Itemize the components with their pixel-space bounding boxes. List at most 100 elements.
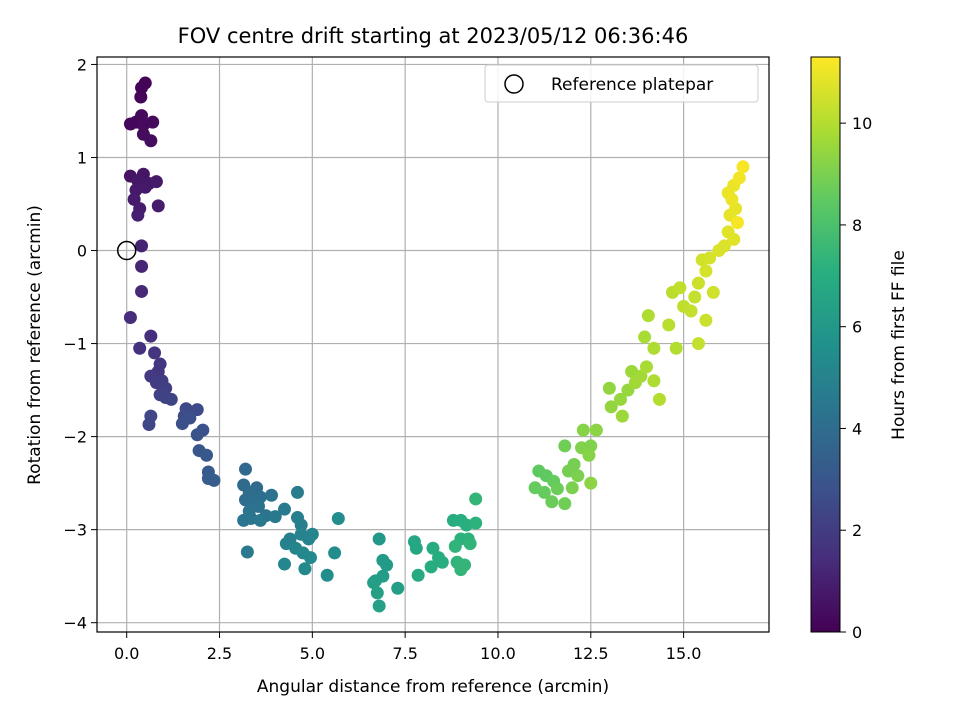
data-point [615, 409, 629, 423]
data-point [647, 374, 661, 388]
x-tick-label: 7.5 [392, 644, 417, 663]
x-axis-label: Angular distance from reference (arcmin) [257, 677, 609, 697]
legend: Reference platepar [484, 64, 759, 103]
data-point [691, 276, 705, 290]
legend-marker [504, 74, 524, 94]
data-point [613, 392, 627, 406]
data-point [123, 311, 137, 325]
data-point [331, 511, 345, 525]
y-axis-label: Rotation from reference (arcmin) [25, 205, 45, 485]
colorbar-gradient [810, 56, 841, 633]
data-point [298, 562, 312, 576]
data-point [149, 175, 163, 189]
data-point [290, 485, 304, 499]
data-point [372, 532, 386, 546]
data-point [647, 341, 661, 355]
data-point [639, 360, 653, 374]
data-point [372, 599, 386, 613]
grid [97, 57, 769, 632]
data-point [367, 576, 381, 590]
data-point [558, 497, 572, 511]
data-point [190, 428, 204, 442]
data-point [730, 216, 744, 230]
x-tick-label: 10.0 [480, 644, 516, 663]
data-point [454, 563, 468, 577]
y-tick-label: −3 [63, 521, 87, 540]
x-tick-label: 0.0 [114, 644, 139, 663]
data-point [565, 481, 579, 495]
y-tick-label: 2 [77, 55, 87, 74]
data-point [604, 400, 618, 414]
data-point [142, 418, 156, 432]
data-point [148, 346, 162, 360]
data-point [424, 560, 438, 574]
data-point [662, 318, 676, 332]
data-point [151, 199, 165, 213]
data-point [303, 551, 317, 565]
data-point [164, 392, 178, 406]
y-tick-label: −4 [63, 614, 87, 633]
data-point [190, 403, 204, 417]
data-point [673, 281, 687, 295]
data-point [253, 513, 267, 527]
data-point [652, 392, 666, 406]
data-point [277, 502, 291, 516]
data-point [732, 171, 746, 185]
legend-label: Reference platepar [551, 75, 713, 95]
data-point [721, 186, 735, 200]
x-tick-label: 12.5 [573, 644, 609, 663]
data-point [134, 90, 148, 104]
reference-point [116, 240, 137, 261]
data-point [239, 462, 253, 476]
data-point [602, 381, 616, 395]
legend-box [484, 64, 759, 103]
data-point [684, 304, 698, 318]
data-point [691, 337, 705, 351]
y-axis-ticks: −4 −3 −2 −1 0 1 2 [63, 55, 97, 633]
data-point [703, 251, 717, 265]
colorbar-tick-label: 2 [852, 521, 862, 540]
data-point [469, 492, 483, 506]
data-point [717, 239, 731, 253]
data-point [144, 329, 158, 343]
data-point [277, 557, 291, 571]
data-point [240, 545, 254, 559]
x-tick-label: 15.0 [666, 644, 702, 663]
data-point [135, 81, 149, 95]
data-point [380, 558, 394, 572]
data-point [391, 581, 405, 595]
data-point [463, 537, 477, 551]
data-point [268, 510, 282, 524]
data-point [409, 541, 423, 555]
data-point [669, 341, 683, 355]
data-point [135, 259, 149, 273]
data-point [294, 518, 308, 532]
colorbar: 0 2 4 6 8 10 Hours from first FF file [810, 56, 909, 642]
data-point [567, 458, 581, 472]
data-point [144, 134, 158, 148]
data-point [545, 495, 559, 509]
data-point [736, 160, 750, 174]
data-point [699, 264, 713, 278]
data-point [550, 482, 564, 496]
data-point [237, 513, 251, 527]
data-point [688, 290, 702, 304]
data-point [200, 448, 214, 462]
data-point [264, 488, 278, 502]
data-point [320, 568, 334, 582]
data-point [370, 586, 384, 600]
data-point [582, 448, 596, 462]
y-tick-label: 0 [77, 242, 87, 261]
data-point [448, 539, 462, 553]
data-points [123, 76, 750, 613]
data-point [175, 417, 189, 431]
colorbar-tick-label: 0 [852, 623, 862, 642]
colorbar-tick-label: 10 [852, 114, 872, 133]
data-point [411, 568, 425, 582]
colorbar-label: Hours from first FF file [889, 250, 909, 440]
x-axis-ticks: 0.0 2.5 5.0 7.5 10.0 12.5 15.0 [114, 632, 701, 663]
x-tick-label: 2.5 [207, 644, 232, 663]
data-point [131, 208, 145, 222]
data-point [305, 527, 319, 541]
chart-title: FOV centre drift starting at 2023/05/12 … [178, 24, 689, 48]
